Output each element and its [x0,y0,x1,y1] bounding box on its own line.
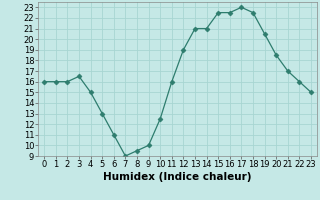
X-axis label: Humidex (Indice chaleur): Humidex (Indice chaleur) [103,172,252,182]
